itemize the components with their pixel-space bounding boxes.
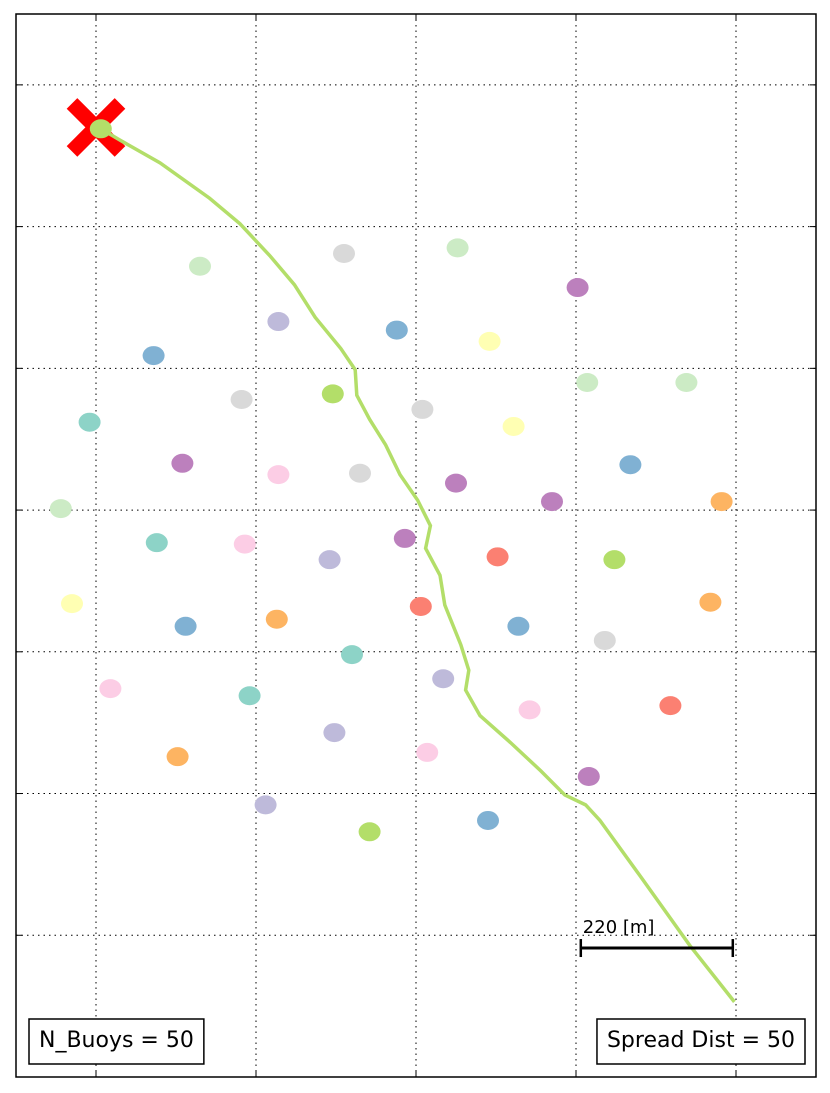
buoy [710,492,733,512]
buoy [318,550,341,570]
buoy [446,238,469,258]
buoy [507,616,530,636]
buoy [323,723,346,743]
buoy [593,630,616,650]
buoy [393,528,416,548]
buoy [265,609,288,629]
buoy [341,645,363,665]
buoy [166,747,189,767]
buoy [576,373,599,393]
buoy [171,453,194,473]
buoy [142,346,165,366]
buoy [99,679,122,699]
buoy [267,465,290,485]
buoy [659,696,682,716]
buoy [603,550,626,570]
buoy [385,320,408,340]
buoy [349,463,371,483]
buoy [174,616,197,636]
buoy [416,742,439,762]
annotation: N_Buoys = 50 [39,1028,194,1053]
buoy [333,244,355,264]
annotation-box [596,1018,806,1065]
plot-frame [15,13,817,1078]
buoy [267,312,290,332]
buoy [233,534,256,554]
buoy [675,373,698,393]
buoy [230,390,253,410]
buoy [541,492,563,512]
buoy [478,331,501,351]
buoy [502,416,525,436]
buoy [145,533,168,553]
buoy [486,547,509,567]
buoy [238,686,261,706]
buoy [61,594,83,614]
buoy [477,810,499,830]
buoy [518,700,541,720]
scale-bar-label: 220 [m] [583,917,655,938]
buoy [189,256,211,276]
track-line [99,127,736,1003]
buoy [321,384,344,404]
buoy [358,822,381,842]
buoy [619,455,642,475]
buoy [699,592,722,612]
annotation-box [28,1018,205,1065]
annotation: Spread Dist = 50 [607,1028,795,1053]
buoy [445,473,467,493]
buoy [78,412,101,432]
buoy [577,767,600,787]
buoy [254,795,277,815]
buoy [409,596,432,616]
buoy [49,499,72,519]
buoy [566,278,589,298]
buoy [432,669,455,689]
buoy [411,399,434,419]
